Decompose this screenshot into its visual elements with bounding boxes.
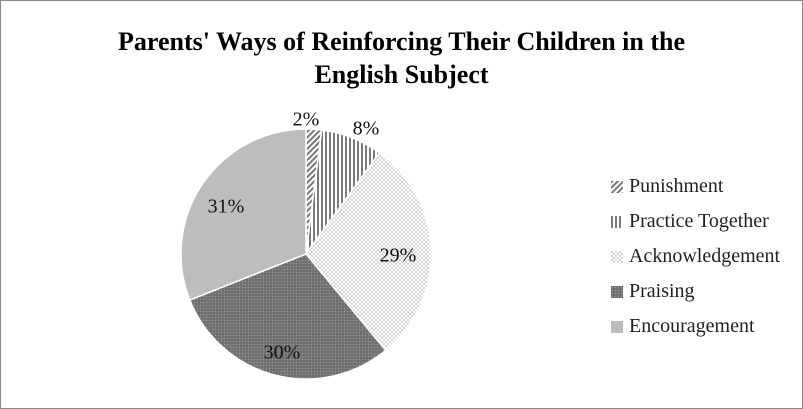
- data-label-praising: 30%: [264, 342, 301, 364]
- legend-item-encouragement: Encouragement: [611, 309, 780, 344]
- legend-item-acknowledgement: Acknowledgement: [611, 239, 780, 274]
- pie-slice-praising: [188, 253, 387, 380]
- legend-swatch: [611, 320, 623, 333]
- chart-title: Parents' Ways of Reinforcing Their Child…: [1, 25, 802, 91]
- legend-swatch: [611, 215, 623, 228]
- data-label-acknowledgement: 29%: [380, 245, 417, 267]
- legend-label: Praising: [629, 280, 695, 302]
- data-label-encouragement: 31%: [208, 196, 245, 218]
- legend-swatch: [611, 250, 623, 263]
- legend-swatch: [611, 285, 623, 298]
- pie-slice-acknowledgement: [305, 151, 432, 352]
- legend: Punishment Practice Together Acknowledgeme…: [611, 169, 780, 344]
- data-label-punishment: 2%: [293, 109, 320, 131]
- pie-slice-encouragement: [180, 128, 307, 301]
- legend-item-punishment: Punishment: [611, 169, 780, 204]
- legend-label: Acknowledgement: [629, 245, 781, 267]
- legend-label: Encouragement: [629, 315, 755, 337]
- legend-item-practice-together: Practice Together: [611, 204, 780, 239]
- chart-title-line-2: English Subject: [314, 60, 489, 89]
- data-label-practice-together: 8%: [353, 118, 380, 140]
- legend-item-praising: Praising: [611, 274, 780, 309]
- legend-label: Practice Together: [629, 210, 769, 232]
- legend-swatch: [611, 180, 623, 193]
- chart-title-line-1: Parents' Ways of Reinforcing Their Child…: [118, 27, 685, 56]
- legend-label: Punishment: [629, 175, 724, 197]
